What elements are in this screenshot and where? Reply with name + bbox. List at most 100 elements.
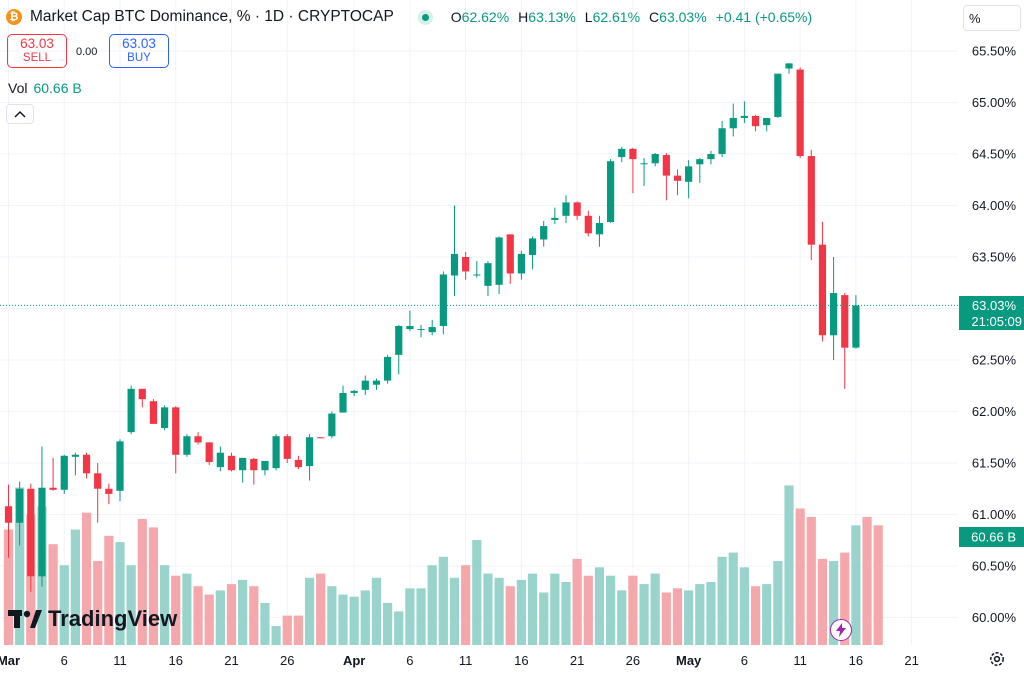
volume-bar [728,552,738,645]
candle [406,310,414,332]
candle [495,236,503,295]
candle-body [27,488,35,577]
candle-body [384,356,392,381]
candle [227,452,236,472]
market-status-icon[interactable] [421,13,429,21]
x-tick-label: Mar [0,653,20,668]
volume-bar [282,615,292,645]
settings-gear-icon[interactable] [988,650,1006,668]
candle-body [818,244,827,336]
candle-body [138,388,146,400]
candle [718,121,726,158]
flash-icon[interactable] [830,619,852,641]
candle-body [116,441,124,491]
volume-bar [249,586,259,645]
candle [372,378,381,390]
candle [317,437,325,439]
volume-bar [59,565,69,645]
volume-bar [784,485,794,645]
candle [183,434,191,457]
candle-body [49,487,57,490]
candle-body [763,117,771,126]
candle [562,195,570,224]
candle-body [439,274,447,327]
candle [116,439,124,502]
price-tag-bg [959,296,1024,330]
candle-body [584,215,592,234]
volume-bar [327,586,337,645]
volume-bar [304,577,315,645]
candle-body [105,488,113,494]
volume-bar [795,508,805,645]
candle [651,152,659,167]
candle-body [673,175,682,181]
x-tick-label: 16 [169,653,183,668]
price-tag: 63.03%21:05:09 [959,296,1024,330]
volume-legend[interactable]: Vol 60.66 B [8,80,82,96]
candle-body [685,166,693,182]
candle-body [361,380,369,390]
candle [250,457,258,485]
candle-body [339,392,347,413]
candle-body [473,274,481,276]
collapse-legend-button[interactable] [6,104,34,124]
volume-bar [104,535,114,645]
candle [751,114,760,132]
ohlc-values: O62.62% H63.13% L62.61% C63.03% +0.41 (+… [451,9,812,25]
candle [395,324,403,375]
candle-body [149,401,158,424]
candle-body [774,73,782,117]
volume-bar [606,575,616,645]
candle [417,324,425,338]
volume-bar [81,512,92,645]
buy-label: BUY [127,52,151,64]
candle [584,210,592,237]
price-tag-value: 63.03% [972,298,1017,313]
candle-body [372,380,381,385]
candle-body [183,436,191,455]
volume-bar [15,487,25,645]
volume-bar [717,556,727,645]
volume-bar [505,586,515,645]
tradingview-logo[interactable]: TradingView [8,606,177,632]
volume-bar [840,552,850,645]
candle-body [562,202,570,216]
candle-body [629,148,637,160]
ohlc-close-value: 63.03% [659,9,707,25]
candle [138,388,146,408]
candle [607,159,615,224]
ohlc-high-value: 63.13% [528,9,576,25]
candle [16,481,24,546]
volume-bar [160,565,170,645]
candle [294,455,302,470]
volume-bar [171,575,181,645]
y-tick-label: 63.50% [972,250,1017,265]
buy-button[interactable]: 63.03 BUY [109,34,169,68]
candle [517,250,525,280]
candle [662,152,670,201]
y-tick-label: 61.50% [972,456,1017,471]
x-tick-label: 6 [61,653,68,668]
x-tick-label: 6 [406,653,413,668]
x-tick-label: Apr [343,653,365,668]
scale-mode-button[interactable]: % [963,5,1021,31]
candle [818,221,827,342]
candle [528,236,537,270]
volume-bar [115,542,125,645]
candle-body [495,237,503,285]
candle [484,261,492,297]
volume-bar [449,577,460,645]
volume-bar [873,525,883,645]
candle-body [172,407,180,455]
volume-bar [739,567,749,645]
candlesticks [4,63,860,592]
volume-bar [494,577,504,645]
candle [239,457,247,483]
volume-bar [438,556,448,645]
volume-bar [182,573,192,645]
sell-button[interactable]: 63.03 SELL [7,34,67,68]
symbol-title[interactable]: Market Cap BTC Dominance, % · 1D · CRYPT… [30,8,394,25]
volume-bar [416,588,426,645]
volume-bar [516,579,526,645]
